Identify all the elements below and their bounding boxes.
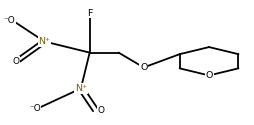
Text: F: F [87, 8, 92, 18]
Text: N⁺: N⁺ [38, 37, 50, 46]
Text: O: O [97, 106, 104, 115]
Text: O: O [204, 71, 212, 80]
Text: O: O [12, 57, 19, 66]
Text: N⁺: N⁺ [75, 84, 87, 93]
Text: O: O [139, 63, 147, 72]
Text: ⁻O: ⁻O [29, 104, 40, 113]
Text: ⁻O: ⁻O [3, 16, 15, 25]
